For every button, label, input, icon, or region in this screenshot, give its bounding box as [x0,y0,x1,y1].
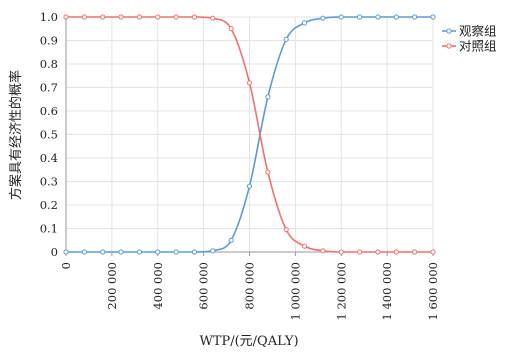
data-point [301,243,308,249]
data-point [246,183,253,189]
x-tick-label: 200 000 [105,262,119,310]
x-tick-label: 1 600 000 [426,262,440,321]
data-point [338,249,344,255]
data-point [63,14,69,20]
data-point [173,249,179,255]
data-point [118,249,124,255]
data-point [191,249,198,255]
data-point [430,14,436,20]
y-tick-label: 0.8 [40,57,58,71]
x-tick-label: 1 400 000 [380,262,394,321]
data-point [100,249,106,255]
data-point [430,249,436,255]
data-point [246,80,253,86]
y-tick-label: 0.3 [40,175,58,189]
data-point [338,14,344,20]
y-tick-label: 1.0 [40,10,58,24]
legend-marker [446,28,452,34]
data-point [191,14,198,20]
data-point [265,94,271,100]
data-point [412,249,418,255]
data-point [283,227,289,233]
data-point [393,249,399,255]
y-tick-label: 0.5 [40,128,58,142]
data-point [357,14,363,20]
y-tick-label: 0.9 [40,34,58,48]
data-point [301,20,308,26]
data-point [155,249,161,255]
data-point [228,26,234,32]
series-lines [63,14,436,255]
y-tick-label: 0.4 [40,151,58,165]
data-point [265,169,271,175]
legend-marker [446,43,452,49]
x-tick-label: 0 [59,262,73,269]
y-tick-label: 0 [51,245,58,259]
grid [66,16,434,252]
data-point [210,15,216,21]
data-point [412,14,418,20]
data-point [63,249,69,255]
data-point [155,14,161,20]
data-point [136,14,142,20]
y-tick-label: 0.1 [40,222,58,236]
x-tick-label: 1 200 000 [334,262,348,321]
data-point [228,237,234,243]
x-tick-labels: 0 200 000 400 000 600 000 800 000 1 000 000 1 … [59,262,440,321]
legend-label: 对照组 [459,39,497,54]
x-tick-label: 600 000 [197,262,211,310]
data-point [81,249,87,255]
data-point [375,249,381,255]
legend-label: 观察组 [459,24,497,39]
data-point [81,14,87,20]
y-tick-label: 0.2 [40,198,58,212]
y-tick-label: 0.6 [40,104,58,118]
x-tick-label: 1 000 000 [288,262,302,321]
data-point [375,14,381,20]
data-point [118,14,124,20]
y-tick-labels: 0 0.1 0.2 0.3 0.4 0.5 0.6 0.7 0.8 0.9 1.0 [40,10,58,259]
x-tick-label: 800 000 [243,262,257,310]
y-tick-label: 0.7 [40,81,58,95]
data-point [320,248,326,254]
y-axis-label: 方案具有经济性的概率 [8,70,24,200]
data-point [210,248,216,254]
data-point [136,249,142,255]
x-tick-label: 400 000 [151,262,165,310]
data-point [173,14,179,20]
data-point [320,15,326,21]
x-axis-label: WTP/(元/QALY) [199,334,298,349]
data-point [283,36,289,42]
data-point [100,14,106,20]
data-point [393,14,399,20]
data-point [357,249,363,255]
